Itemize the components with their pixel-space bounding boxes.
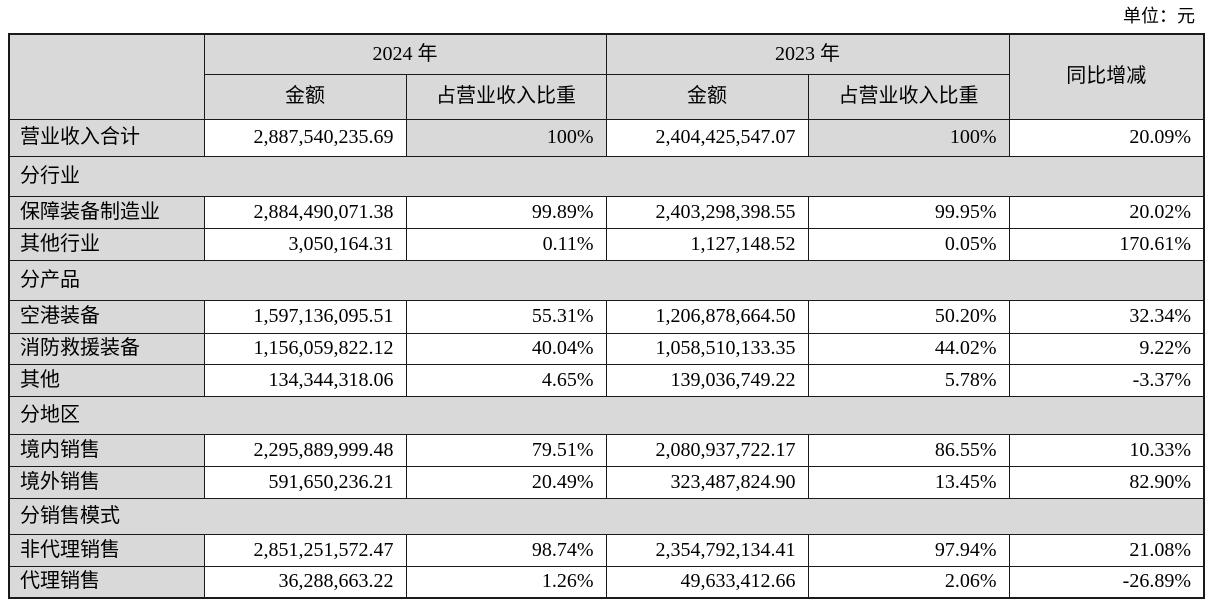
col-header-ratio-2023: 占营业收入比重 — [807, 73, 1010, 120]
ratio-2024: 4.65% — [405, 363, 607, 397]
amount-2023: 2,403,298,398.55 — [605, 195, 809, 229]
section-row: 分地区 — [8, 395, 1205, 435]
amount-2024: 3,050,164.31 — [203, 227, 407, 261]
amount-2023: 1,206,878,664.50 — [605, 299, 809, 334]
row-label: 代理销售 — [8, 565, 205, 599]
ratio-2023: 13.45% — [807, 465, 1010, 499]
amount-2024: 1,597,136,095.51 — [203, 299, 407, 334]
unit-label: 单位：元 — [1123, 6, 1195, 26]
table-row: 空港装备 1,597,136,095.51 55.31% 1,206,878,6… — [8, 299, 1205, 334]
section-label: 分产品 — [8, 259, 1205, 301]
section-label: 分地区 — [8, 395, 1205, 435]
col-header-yoy: 同比增减 — [1008, 33, 1205, 120]
table-row: 保障装备制造业 2,884,490,071.38 99.89% 2,403,29… — [8, 195, 1205, 229]
amount-2024: 591,650,236.21 — [203, 465, 407, 499]
header-row-years: 2024 年 2023 年 同比增减 — [8, 33, 1205, 120]
col-header-amount-2024: 金额 — [203, 73, 407, 120]
table-row: 境内销售 2,295,889,999.48 79.51% 2,080,937,7… — [8, 433, 1205, 467]
table-row: 非代理销售 2,851,251,572.47 98.74% 2,354,792,… — [8, 533, 1205, 567]
yoy-change: 10.33% — [1008, 433, 1205, 467]
yoy-change: -3.37% — [1008, 363, 1205, 397]
table-row: 消防救援装备 1,156,059,822.12 40.04% 1,058,510… — [8, 332, 1205, 365]
revenue-breakdown-table: 2024 年 2023 年 同比增减 金额 占营业收入比重 金额 占营业收入比重… — [8, 33, 1205, 599]
yoy-change: 20.09% — [1008, 118, 1205, 157]
amount-2023: 139,036,749.22 — [605, 363, 809, 397]
yoy-change: 170.61% — [1008, 227, 1205, 261]
amount-2023: 1,127,148.52 — [605, 227, 809, 261]
table-row: 代理销售 36,288,663.22 1.26% 49,633,412.66 2… — [8, 565, 1205, 599]
ratio-2024: 100% — [405, 118, 607, 157]
row-label: 空港装备 — [8, 299, 205, 334]
row-label: 境外销售 — [8, 465, 205, 499]
col-header-2023: 2023 年 — [605, 33, 1010, 75]
ratio-2023: 5.78% — [807, 363, 1010, 397]
ratio-2023: 97.94% — [807, 533, 1010, 567]
ratio-2023: 2.06% — [807, 565, 1010, 599]
amount-2024: 2,851,251,572.47 — [203, 533, 407, 567]
col-header-ratio-2024: 占营业收入比重 — [405, 73, 607, 120]
row-label: 非代理销售 — [8, 533, 205, 567]
yoy-change: 9.22% — [1008, 332, 1205, 365]
row-label: 消防救援装备 — [8, 332, 205, 365]
section-row: 分行业 — [8, 155, 1205, 197]
amount-2023: 2,080,937,722.17 — [605, 433, 809, 467]
amount-2024: 2,295,889,999.48 — [203, 433, 407, 467]
ratio-2024: 99.89% — [405, 195, 607, 229]
yoy-change: 32.34% — [1008, 299, 1205, 334]
amount-2024: 2,884,490,071.38 — [203, 195, 407, 229]
ratio-2023: 44.02% — [807, 332, 1010, 365]
section-label: 分行业 — [8, 155, 1205, 197]
corner-cell — [8, 33, 205, 120]
ratio-2024: 79.51% — [405, 433, 607, 467]
ratio-2024: 0.11% — [405, 227, 607, 261]
col-header-2024: 2024 年 — [203, 33, 607, 75]
amount-2024: 1,156,059,822.12 — [203, 332, 407, 365]
amount-2023: 49,633,412.66 — [605, 565, 809, 599]
row-label: 保障装备制造业 — [8, 195, 205, 229]
table-row-total: 营业收入合计 2,887,540,235.69 100% 2,404,425,5… — [8, 118, 1205, 157]
table-row: 其他行业 3,050,164.31 0.11% 1,127,148.52 0.0… — [8, 227, 1205, 261]
section-row: 分销售模式 — [8, 497, 1205, 535]
ratio-2023: 50.20% — [807, 299, 1010, 334]
yoy-change: 82.90% — [1008, 465, 1205, 499]
yoy-change: 21.08% — [1008, 533, 1205, 567]
ratio-2023: 99.95% — [807, 195, 1010, 229]
row-label: 其他 — [8, 363, 205, 397]
ratio-2023: 0.05% — [807, 227, 1010, 261]
amount-2023: 2,354,792,134.41 — [605, 533, 809, 567]
amount-2024: 36,288,663.22 — [203, 565, 407, 599]
table-row: 其他 134,344,318.06 4.65% 139,036,749.22 5… — [8, 363, 1205, 397]
section-row: 分产品 — [8, 259, 1205, 301]
row-label: 境内销售 — [8, 433, 205, 467]
header-row-metrics: 金额 占营业收入比重 金额 占营业收入比重 — [9, 73, 1204, 120]
row-label: 营业收入合计 — [8, 118, 205, 157]
amount-2024: 2,887,540,235.69 — [203, 118, 407, 157]
ratio-2024: 98.74% — [405, 533, 607, 567]
table-row: 境外销售 591,650,236.21 20.49% 323,487,824.9… — [8, 465, 1205, 499]
col-header-amount-2023: 金额 — [605, 73, 809, 120]
ratio-2023: 86.55% — [807, 433, 1010, 467]
yoy-change: 20.02% — [1008, 195, 1205, 229]
amount-2023: 323,487,824.90 — [605, 465, 809, 499]
yoy-change: -26.89% — [1008, 565, 1205, 599]
row-label: 其他行业 — [8, 227, 205, 261]
amount-2023: 1,058,510,133.35 — [605, 332, 809, 365]
ratio-2023: 100% — [807, 118, 1010, 157]
amount-2024: 134,344,318.06 — [203, 363, 407, 397]
ratio-2024: 1.26% — [405, 565, 607, 599]
ratio-2024: 20.49% — [405, 465, 607, 499]
amount-2023: 2,404,425,547.07 — [605, 118, 809, 157]
section-label: 分销售模式 — [8, 497, 1205, 535]
ratio-2024: 55.31% — [405, 299, 607, 334]
ratio-2024: 40.04% — [405, 332, 607, 365]
